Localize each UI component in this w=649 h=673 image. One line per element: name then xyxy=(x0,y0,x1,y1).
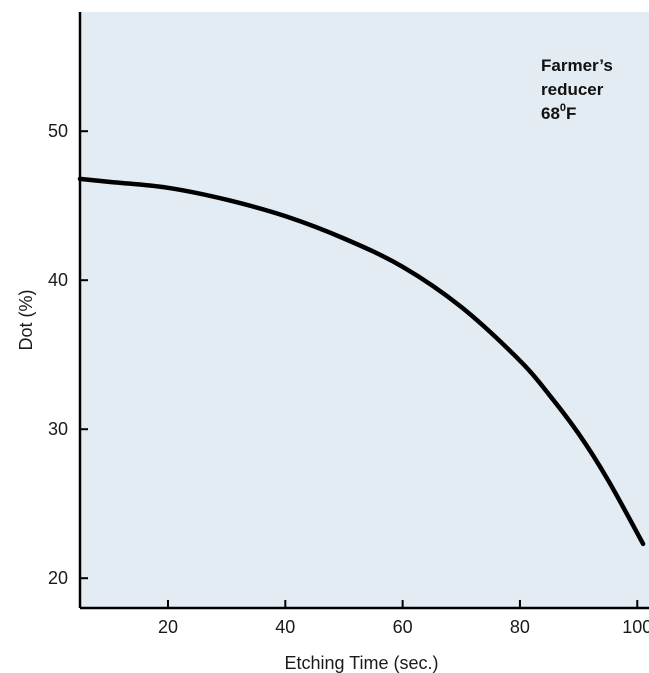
y-tick-label: 30 xyxy=(48,419,68,439)
x-tick-label: 60 xyxy=(393,617,413,637)
x-tick-label: 20 xyxy=(158,617,178,637)
x-tick-label: 80 xyxy=(510,617,530,637)
annotation-line-1: Farmer’s xyxy=(541,56,613,75)
annotation-temp: 68 xyxy=(541,104,560,123)
x-tick-label: 100 xyxy=(622,617,649,637)
plot-background xyxy=(80,12,649,608)
series-line xyxy=(77,176,646,547)
y-axis-title: Dot (%) xyxy=(16,289,36,350)
axis-ticks: 20 40 60 80 100 20 30 40 50 xyxy=(48,121,649,637)
annotation: Farmer’s reducer 680F xyxy=(541,56,613,123)
x-tick-label: 40 xyxy=(275,617,295,637)
x-axis-title: Etching Time (sec.) xyxy=(284,653,438,673)
y-tick-label: 50 xyxy=(48,121,68,141)
y-tick-label: 20 xyxy=(48,568,68,588)
annotation-unit: F xyxy=(566,104,576,123)
annotation-line-2: reducer xyxy=(541,80,604,99)
annotation-line-3: 680F xyxy=(541,102,576,123)
y-tick-label: 40 xyxy=(48,270,68,290)
annotation-degree: 0 xyxy=(560,102,566,114)
